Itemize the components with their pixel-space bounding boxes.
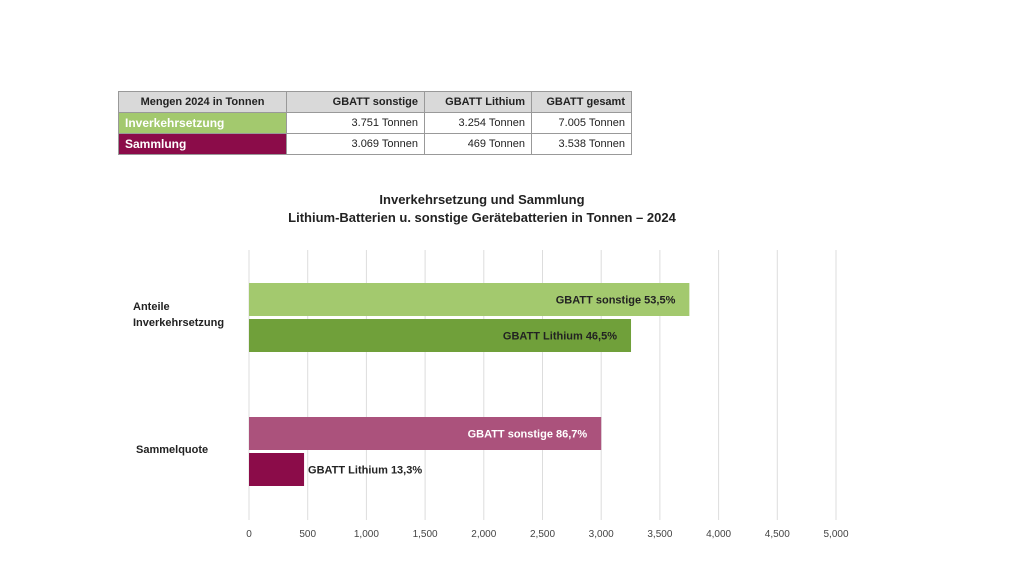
x-tick-label: 2,500 xyxy=(530,529,555,540)
bar xyxy=(249,417,602,450)
x-tick-label: 0 xyxy=(246,529,252,540)
bar-data-label: GBATT Lithium 46,5% xyxy=(503,331,617,343)
bar-data-label: GBATT sonstige 53,5% xyxy=(556,295,676,307)
table-row: Sammlung 3.069 Tonnen 469 Tonnen 3.538 T… xyxy=(118,133,632,155)
category-label: Inverkehrsetzung xyxy=(133,317,224,329)
header-cell: GBATT sonstige xyxy=(286,91,425,113)
header-cell: GBATT Lithium xyxy=(424,91,532,113)
bar xyxy=(249,283,690,316)
x-tick-label: 1,500 xyxy=(413,529,438,540)
row-label: Sammlung xyxy=(118,133,287,155)
chart-title: Inverkehrsetzung und Sammlung xyxy=(379,192,584,207)
bar-data-label: GBATT sonstige 86,7% xyxy=(468,429,588,441)
x-tick-label: 1,000 xyxy=(354,529,379,540)
quantities-table: Mengen 2024 in Tonnen GBATT sonstige GBA… xyxy=(118,91,632,155)
x-tick-label: 2,000 xyxy=(471,529,496,540)
bar xyxy=(249,453,305,486)
cell: 469 Tonnen xyxy=(424,133,532,155)
x-tick-label: 500 xyxy=(299,529,316,540)
header-cell: Mengen 2024 in Tonnen xyxy=(118,91,287,113)
x-tick-label: 3,500 xyxy=(647,529,672,540)
cell: 3.538 Tonnen xyxy=(531,133,632,155)
cell: 3.254 Tonnen xyxy=(424,112,532,134)
x-tick-label: 5,000 xyxy=(823,529,848,540)
cell: 3.751 Tonnen xyxy=(286,112,425,134)
bar-data-label: GBATT Lithium 13,3% xyxy=(308,465,422,477)
chart-subtitle: Lithium-Batterien u. sonstige Gerätebatt… xyxy=(288,210,676,225)
category-label: Anteile xyxy=(133,301,170,313)
x-tick-label: 4,500 xyxy=(765,529,790,540)
table-header-row: Mengen 2024 in Tonnen GBATT sonstige GBA… xyxy=(118,91,632,113)
row-label: Inverkehrsetzung xyxy=(118,112,287,134)
bar xyxy=(249,319,632,352)
category-label: Sammelquote xyxy=(136,444,208,456)
x-tick-label: 3,000 xyxy=(589,529,614,540)
x-tick-label: 4,000 xyxy=(706,529,731,540)
cell: 3.069 Tonnen xyxy=(286,133,425,155)
